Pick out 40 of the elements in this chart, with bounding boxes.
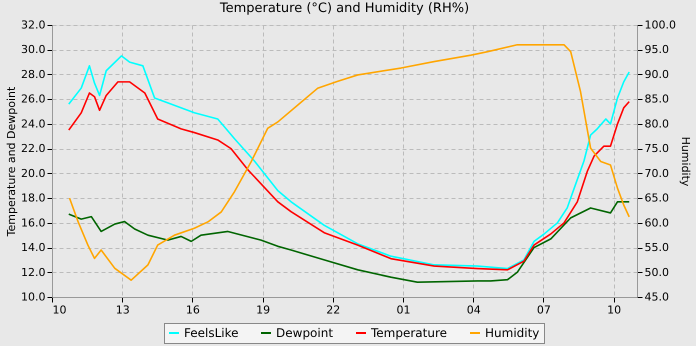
chart-title: Temperature (°C) and Humidity (RH%)	[218, 1, 470, 16]
x-tick-label: 07	[536, 304, 551, 316]
y-tick-label: 22.0	[21, 142, 46, 156]
y2-tick-label: 45.0	[644, 290, 669, 304]
y2-tick-label: 55.0	[644, 241, 669, 254]
x-tick-label: 22	[326, 304, 340, 316]
y2-tick-label: 100.0	[644, 18, 676, 32]
legend-label: Humidity	[485, 326, 540, 340]
y2-tick-label: 95.0	[644, 43, 669, 56]
y-tick-label: 32.0	[21, 18, 46, 32]
legend-label: FeelsLike	[184, 326, 239, 340]
y-axis-title: Temperature and Dewpoint	[5, 86, 18, 238]
y2-tick-label: 85.0	[644, 92, 669, 106]
x-tick-label: 10	[607, 304, 622, 316]
y2-tick-label: 90.0	[644, 68, 669, 81]
y-tick-label: 10.0	[21, 290, 46, 304]
x-tick-label: 13	[116, 304, 130, 316]
y-tick-label: 28.0	[21, 68, 46, 81]
y2-tick-label: 80.0	[644, 117, 669, 130]
x-tick-label: 10	[52, 304, 66, 316]
y-tick-label: 24.0	[21, 117, 46, 130]
y2-tick-label: 60.0	[644, 216, 669, 230]
x-tick-label: 16	[186, 304, 200, 316]
legend-label: Dewpoint	[276, 326, 334, 340]
y2-tick-label: 65.0	[644, 192, 669, 205]
y-tick-label: 18.0	[21, 192, 46, 205]
y-tick-label: 16.0	[21, 216, 46, 230]
y-tick-label: 20.0	[21, 166, 46, 180]
y2-tick-label: 70.0	[644, 166, 669, 180]
y2-tick-label: 75.0	[644, 142, 669, 156]
y-tick-label: 14.0	[21, 241, 46, 254]
y2-tick-label: 50.0	[644, 266, 669, 279]
y-tick-label: 30.0	[21, 43, 46, 56]
y2-axis-title: Humidity	[678, 136, 692, 187]
x-tick-label: 19	[256, 304, 270, 316]
x-tick-label: 04	[466, 304, 481, 316]
legend-label: Temperature	[370, 326, 448, 340]
y-tick-label: 26.0	[21, 92, 46, 106]
x-tick-label: 01	[396, 304, 410, 316]
y-tick-label: 12.0	[21, 266, 46, 279]
